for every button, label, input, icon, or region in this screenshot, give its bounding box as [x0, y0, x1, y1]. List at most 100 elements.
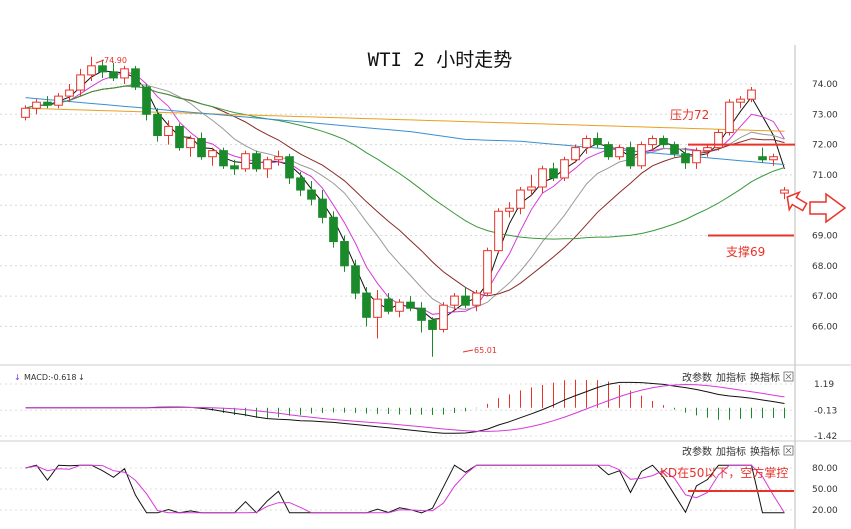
candlestick — [54, 93, 63, 109]
candle-body — [439, 304, 448, 330]
candlestick — [417, 302, 426, 333]
right-arrow-icon — [809, 192, 847, 224]
candle-body — [175, 125, 184, 149]
chart-title: WTI 2 小时走势 — [368, 49, 513, 71]
kd-toolbar: 改参数 加指标 换指标 — [682, 445, 794, 458]
kd-change-params-button[interactable]: 改参数 — [682, 445, 712, 458]
candle-body — [747, 89, 756, 100]
high-marker: 74.90 — [95, 56, 127, 65]
ma-line-green — [25, 85, 785, 240]
kd-tick-label: 20.00 — [812, 506, 838, 516]
candlestick — [186, 135, 195, 157]
candle-body — [285, 156, 294, 179]
candlestick — [109, 62, 118, 81]
candle-body — [648, 138, 657, 146]
y-tick-label: 72.00 — [812, 141, 838, 151]
candle-body — [472, 292, 481, 306]
candle-body — [351, 265, 360, 294]
candlestick — [43, 96, 52, 109]
candlestick — [87, 56, 96, 81]
add-indicator-button[interactable]: 加指标 — [716, 371, 746, 384]
kd-k-line — [25, 464, 785, 514]
ma-line-blue — [25, 97, 785, 165]
candle-body — [505, 207, 514, 212]
candle-body — [54, 95, 63, 106]
kd-switch-indicator-button[interactable]: 换指标 — [750, 445, 780, 458]
candlestick — [780, 187, 789, 200]
candle-body — [87, 65, 96, 76]
candle-body — [197, 138, 206, 158]
candlestick — [758, 147, 767, 163]
macd-label: MACD:-0.618 — [24, 373, 76, 382]
kd-add-indicator-button[interactable]: 加指标 — [716, 445, 746, 458]
candle-body — [406, 301, 415, 309]
kd-d-line — [25, 464, 785, 514]
candle-body — [109, 71, 118, 79]
candle-body — [263, 159, 272, 170]
y-tick-label: 69.00 — [812, 232, 838, 242]
switch-indicator-button[interactable]: 换指标 — [750, 371, 780, 384]
candlestick — [747, 87, 756, 103]
candlestick — [637, 141, 646, 169]
candle-body — [230, 165, 239, 170]
candlestick — [340, 235, 349, 272]
candle-body — [219, 150, 228, 167]
candlestick — [725, 99, 734, 136]
candlestick — [494, 208, 503, 254]
candle-body — [296, 177, 305, 191]
candle-body — [153, 113, 162, 137]
macd-tick-label: 1.19 — [814, 380, 834, 390]
macd-toolbar: 改参数 加指标 换指标 — [682, 371, 794, 384]
candlestick — [527, 174, 536, 197]
candlestick — [241, 150, 250, 172]
candlestick — [560, 156, 569, 181]
candlestick — [351, 259, 360, 300]
candlestick — [472, 290, 481, 312]
candlestick — [274, 150, 283, 166]
candle-body — [538, 168, 547, 188]
moving-average-lines — [25, 70, 785, 320]
candle-body — [582, 138, 591, 149]
candlestick — [450, 293, 459, 312]
candlestick — [197, 132, 206, 160]
pressure-label: 压力72 — [670, 108, 709, 122]
candlestick — [736, 96, 745, 109]
candlestick — [362, 287, 371, 327]
candle-body — [593, 138, 602, 146]
candlestick — [175, 123, 184, 151]
candlestick — [384, 293, 393, 315]
candle-body — [659, 138, 668, 146]
candlestick — [681, 147, 690, 169]
candle-body — [615, 147, 624, 158]
candle-body — [252, 153, 261, 170]
candle-body — [714, 131, 723, 149]
kd-tick-label: 50.00 — [812, 485, 838, 495]
high-label: 74.90 — [104, 56, 127, 65]
kd-annotation: KD在50以下，空方掌控 — [660, 465, 788, 480]
candle-body — [373, 298, 382, 318]
y-tick-label: 74.00 — [812, 80, 838, 90]
change-params-button[interactable]: 改参数 — [682, 371, 712, 384]
macd-down-arrow-icon-2: ↓ — [78, 373, 85, 382]
y-tick-label: 71.00 — [812, 171, 838, 181]
candlestick — [516, 187, 525, 215]
macd-tick-label: -1.42 — [814, 432, 837, 442]
candlestick — [659, 135, 668, 148]
candlestick — [318, 190, 327, 224]
candle-body — [76, 74, 85, 91]
candle-body — [560, 159, 569, 179]
macd-dea-line — [25, 383, 785, 432]
candlestick — [483, 247, 492, 297]
candlestick — [670, 141, 679, 157]
macd-panel: ↓ MACD:-0.618 ↓ 1.19 -0.13 -1.42 — [0, 373, 837, 442]
candle-body — [164, 125, 173, 137]
y-tick-label: 67.00 — [812, 292, 838, 302]
candle-body — [329, 216, 338, 243]
candle-body — [769, 156, 778, 161]
candlestick — [329, 211, 338, 248]
kd-y-axis: 80.00 50.00 20.00 — [812, 464, 838, 516]
candle-body — [417, 307, 426, 321]
candle-body — [736, 98, 745, 103]
candlesticks — [21, 56, 789, 357]
candlestick — [373, 290, 382, 339]
